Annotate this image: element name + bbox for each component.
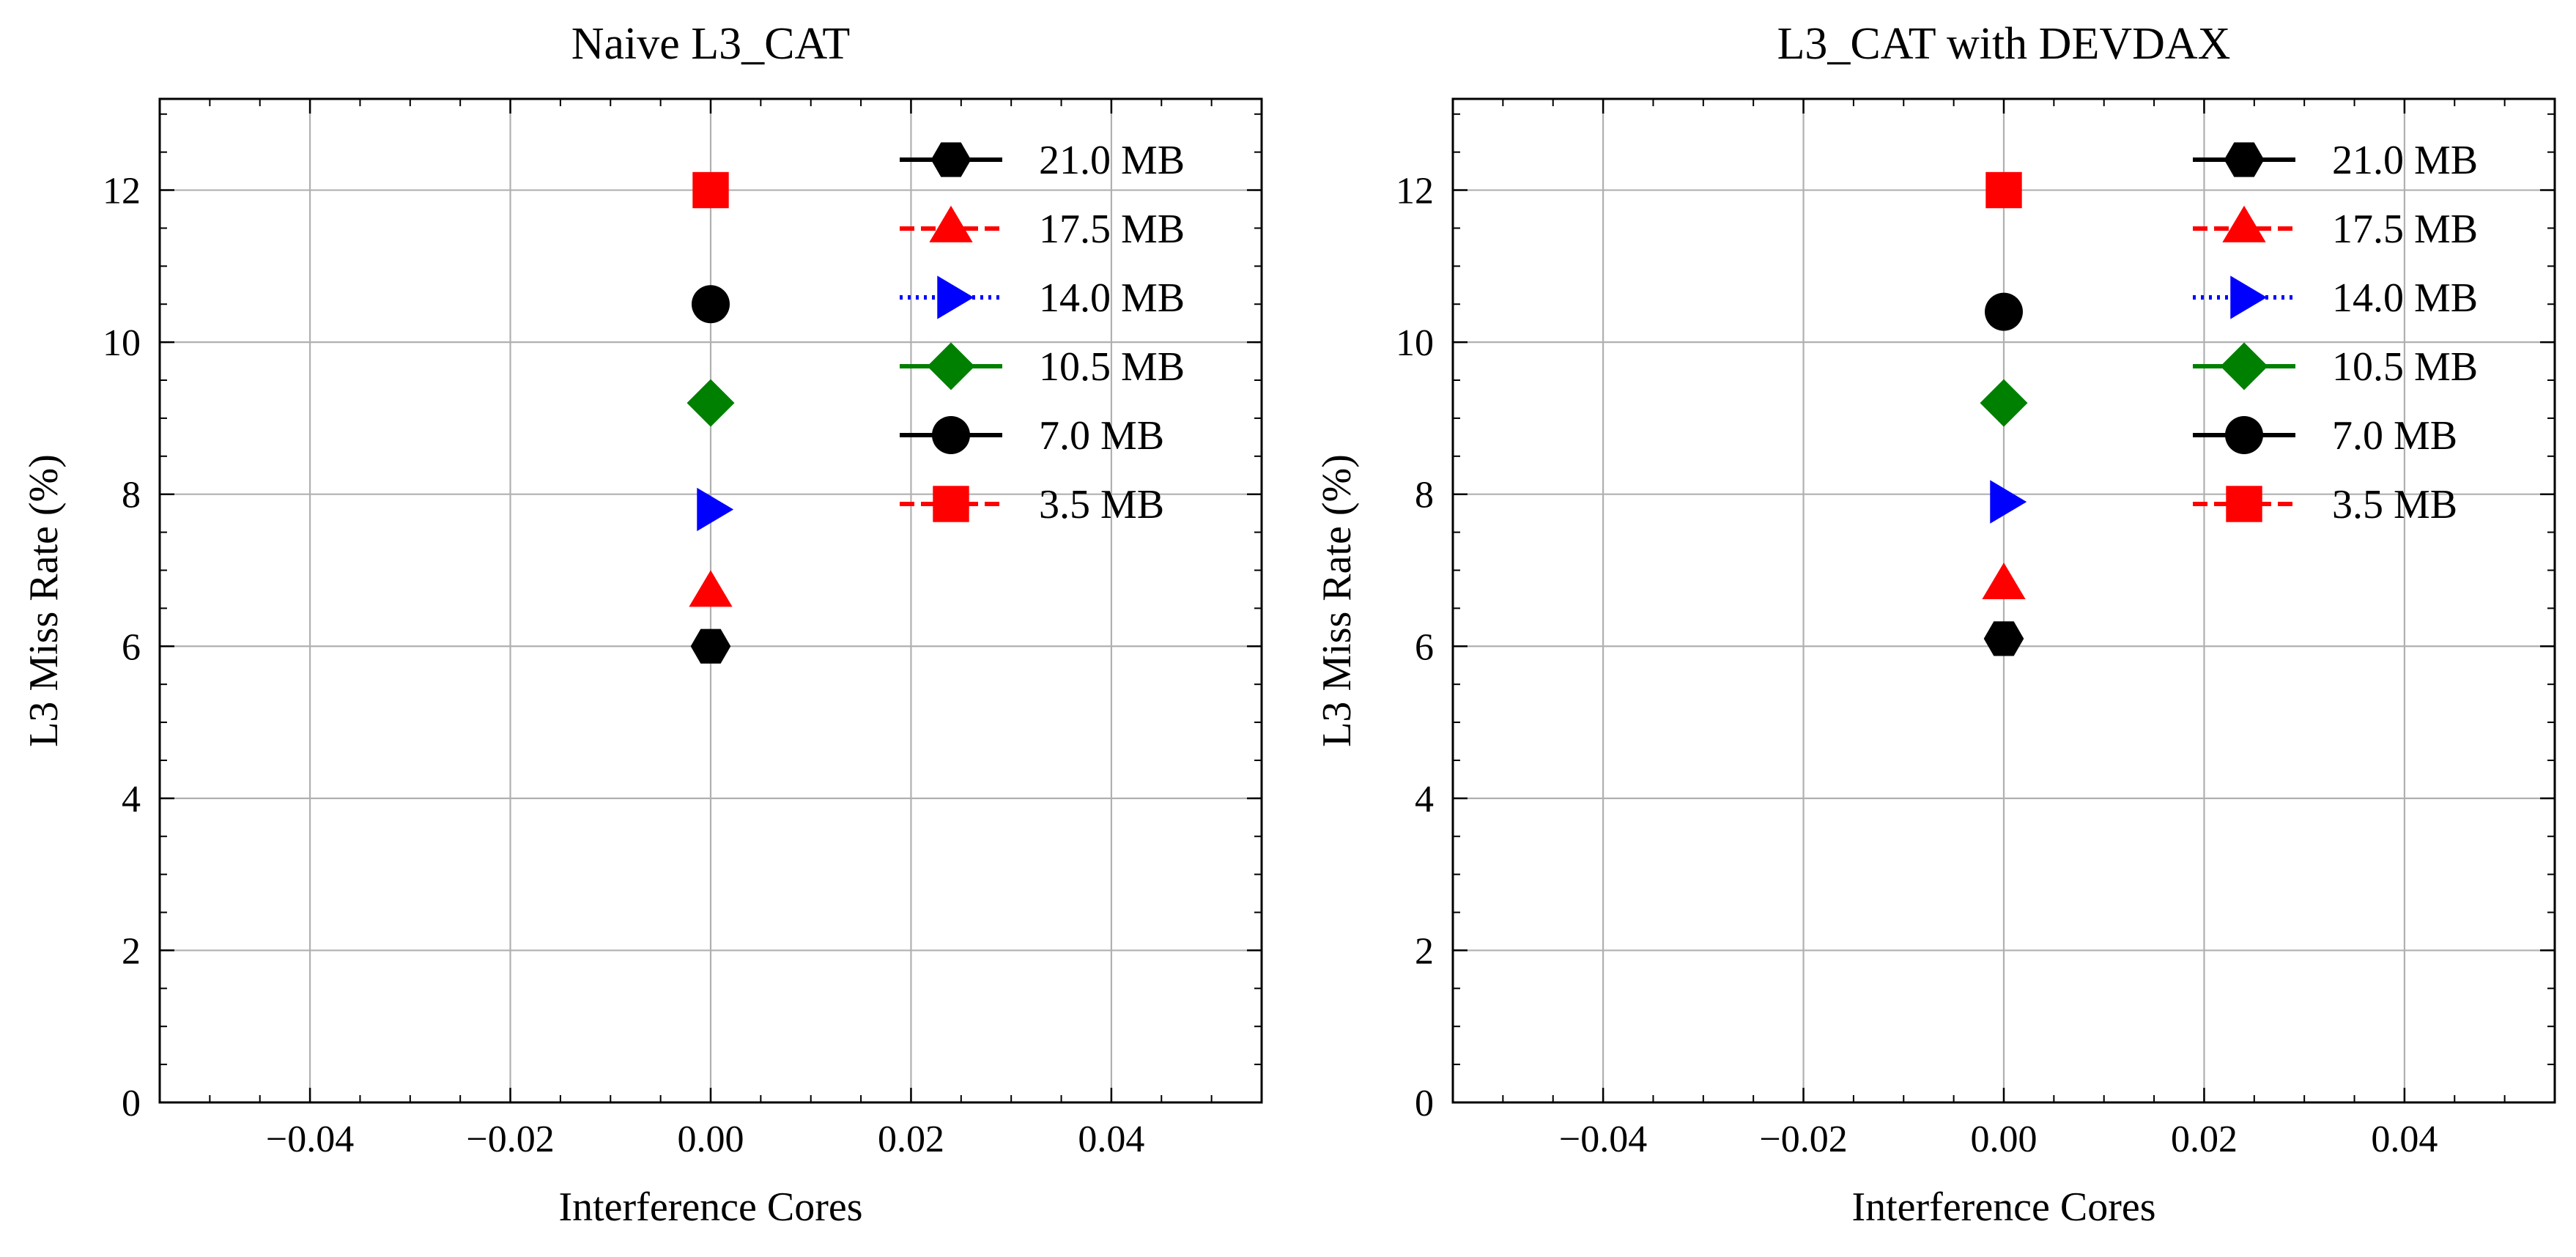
data-point (686, 379, 735, 427)
legend-entry: 7.0 MB (900, 413, 1164, 459)
y-tick-label: 8 (122, 475, 141, 516)
y-tick-label: 12 (1396, 171, 1434, 212)
chart-title: L3_CAT with DEVDAX (1777, 19, 2231, 69)
x-axis-label: Interference Cores (1851, 1184, 2155, 1230)
x-tick-label: 0.02 (2171, 1119, 2238, 1160)
legend-label: 10.5 MB (1039, 344, 1185, 390)
y-tick-label: 4 (1415, 779, 1434, 820)
y-tick-label: 0 (122, 1083, 141, 1124)
y-tick-label: 6 (122, 626, 141, 668)
data-point (690, 628, 731, 664)
data-point (1985, 171, 2022, 209)
y-tick-label: 10 (1396, 322, 1434, 364)
x-tick-label: 0.00 (678, 1119, 744, 1160)
legend-entry: 14.0 MB (900, 275, 1185, 321)
legend-label: 14.0 MB (1039, 275, 1185, 321)
legend-label: 21.0 MB (2332, 138, 2478, 183)
legend-marker (932, 416, 970, 454)
y-tick-label: 10 (103, 322, 141, 364)
y-axis-label: L3 Miss Rate (%) (1314, 454, 1360, 747)
x-tick-label: 0.00 (1971, 1119, 2038, 1160)
legend-marker (927, 342, 975, 390)
legend-label: 14.0 MB (2332, 275, 2478, 321)
data-point (1983, 621, 2024, 656)
legend-entry: 3.5 MB (2193, 482, 2457, 527)
data-point (689, 570, 733, 607)
x-tick-label: 0.02 (878, 1119, 944, 1160)
x-tick-label: 0.04 (1078, 1119, 1144, 1160)
x-axis-label: Interference Cores (558, 1184, 862, 1230)
y-tick-label: 12 (103, 171, 141, 212)
data-point (1980, 379, 2028, 427)
y-tick-label: 2 (122, 930, 141, 972)
chart-title: Naive L3_CAT (571, 19, 851, 69)
x-tick-label: −0.02 (466, 1119, 554, 1160)
data-point (1990, 480, 2027, 524)
chart-right: −0.04 −0.02 0.00 0.02 0.04 0 2 4 6 8 10 12 L3_CAT wi… (1314, 19, 2556, 1230)
legend-marker (2224, 142, 2265, 177)
x-tick-label: −0.04 (1559, 1119, 1647, 1160)
y-tick-label: 2 (1415, 930, 1434, 972)
legend-label: 7.0 MB (1039, 413, 1164, 459)
legend-marker (2225, 416, 2263, 454)
legend-marker (2230, 275, 2268, 319)
legend-entry: 3.5 MB (900, 482, 1164, 527)
data-point (1985, 292, 2023, 331)
legend-marker (930, 142, 971, 177)
legend-entry: 21.0 MB (900, 138, 1185, 183)
legend-entry: 10.5 MB (900, 342, 1185, 390)
y-axis-label: L3 Miss Rate (%) (21, 454, 67, 747)
y-tick-label: 6 (1415, 626, 1434, 668)
legend-marker (2226, 486, 2262, 522)
legend-marker (929, 205, 973, 242)
y-tick-label: 8 (1415, 475, 1434, 516)
data-point (1982, 563, 2026, 599)
plot-frame (158, 97, 1263, 1104)
legend-label: 10.5 MB (2332, 344, 2478, 390)
legend-marker (933, 486, 969, 522)
legend-label: 3.5 MB (1039, 482, 1164, 527)
chart-left: −0.04 −0.02 0.00 0.02 0.04 0 2 4 6 8 10 12 Naive L3_… (21, 19, 1263, 1230)
legend-label: 17.5 MB (2332, 207, 2478, 252)
y-tick-label: 4 (122, 779, 141, 820)
legend-entry: 17.5 MB (900, 205, 1185, 252)
x-tick-label: −0.04 (266, 1119, 354, 1160)
data-point (697, 487, 734, 532)
legend-label: 7.0 MB (2332, 413, 2457, 459)
x-tick-label: −0.02 (1759, 1119, 1847, 1160)
data-point (692, 171, 729, 209)
y-tick-label: 0 (1415, 1083, 1434, 1124)
legend-marker (937, 275, 974, 319)
legend-entry: 10.5 MB (2193, 342, 2478, 390)
legend-label: 3.5 MB (2332, 482, 2457, 527)
legend-label: 21.0 MB (1039, 138, 1185, 183)
data-point (692, 285, 730, 324)
legend-entry: 14.0 MB (2193, 275, 2478, 321)
legend-entry: 21.0 MB (2193, 138, 2478, 183)
legend-entry: 7.0 MB (2193, 413, 2457, 459)
legend-label: 17.5 MB (1039, 207, 1185, 252)
plot-frame (1451, 97, 2556, 1104)
x-tick-label: 0.04 (2371, 1119, 2438, 1160)
legend-marker (2222, 205, 2266, 242)
legend-entry: 17.5 MB (2193, 205, 2478, 252)
legend-marker (2220, 342, 2268, 390)
